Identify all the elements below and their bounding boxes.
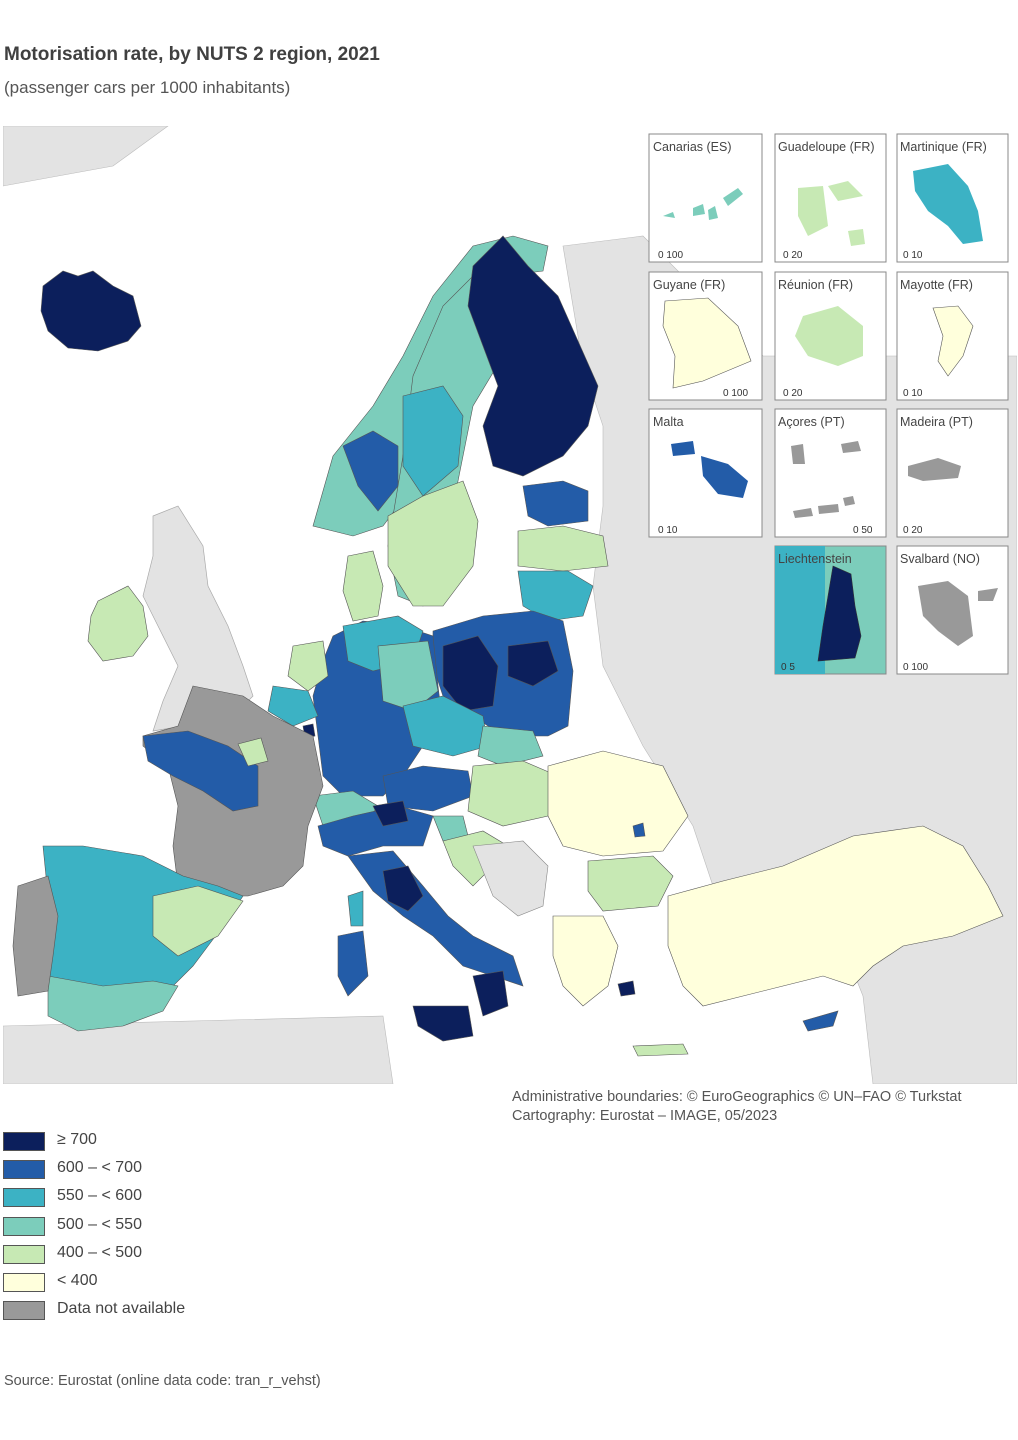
region-latvia xyxy=(517,525,609,572)
map-title: Motorisation rate, by NUTS 2 region, 202… xyxy=(4,44,380,65)
region-romania-bucharest xyxy=(632,822,646,838)
region-netherlands xyxy=(287,640,329,692)
region-corsica xyxy=(347,890,364,927)
legend-swatch xyxy=(3,1244,45,1264)
inset-region-guyane xyxy=(662,297,752,389)
region-spain-south xyxy=(47,975,179,1032)
region-sardinia xyxy=(337,930,369,997)
inset-island-martinique xyxy=(913,164,983,244)
region-italy-north-core xyxy=(372,800,409,827)
region-turkey xyxy=(667,825,1004,1007)
scale-canarias: 0 100 xyxy=(658,250,683,261)
source-note: Source: Eurostat (online data code: tran… xyxy=(4,1373,321,1389)
legend-label: Data not available xyxy=(57,1300,186,1318)
inset-region-liechtenstein xyxy=(817,565,862,662)
inset-label-madeira: Madeira (PT) xyxy=(900,415,973,429)
inset-panel-acores xyxy=(774,408,887,538)
legend-swatch xyxy=(3,1188,45,1208)
region-poland-warsaw xyxy=(507,640,559,687)
region-estonia xyxy=(522,480,589,527)
scale-svalbard: 0 100 xyxy=(903,662,928,673)
legend-swatch xyxy=(3,1216,45,1236)
inset-label-acores: Açores (PT) xyxy=(778,415,845,429)
inset-islands-svalbard xyxy=(918,581,998,646)
choropleth-map: Canarias (ES) Guadeloupe (FR) Martinique… xyxy=(3,126,1017,1084)
legend-label: 550 – < 600 xyxy=(57,1187,142,1205)
region-denmark xyxy=(342,550,384,622)
region-romania xyxy=(547,750,689,857)
inset-islands-acores xyxy=(791,441,861,518)
credits-boundaries: Administrative boundaries: © EuroGeograp… xyxy=(512,1089,962,1105)
scale-reunion: 0 20 xyxy=(783,388,803,399)
region-greece xyxy=(552,915,619,1007)
inset-label-guyane: Guyane (FR) xyxy=(653,278,725,292)
legend-label: 500 – < 550 xyxy=(57,1215,142,1233)
region-france-idf xyxy=(237,737,269,767)
scale-mayotte: 0 10 xyxy=(903,388,923,399)
credits-cartography: Cartography: Eurostat – IMAGE, 05/2023 xyxy=(512,1108,778,1124)
region-italy-south xyxy=(472,970,509,1017)
inset-island-mayotte xyxy=(932,305,974,377)
legend-swatch xyxy=(3,1301,45,1321)
inset-liechtenstein-neighbour xyxy=(775,546,825,674)
region-finland xyxy=(467,235,599,477)
region-portugal xyxy=(12,875,59,997)
inset-island-guadeloupe xyxy=(798,181,865,246)
legend-label: < 400 xyxy=(57,1271,98,1289)
inset-island-canarias xyxy=(663,188,743,220)
legend-label: 600 – < 700 xyxy=(57,1159,142,1177)
balkans-non-eu xyxy=(472,840,549,917)
inset-label-reunion: Réunion (FR) xyxy=(778,278,853,292)
region-sweden-mid xyxy=(402,385,464,497)
scale-guyane: 0 100 xyxy=(723,388,748,399)
map-credits: Administrative boundaries: © EuroGeograp… xyxy=(512,1088,962,1126)
scale-liechtenstein: 0 5 xyxy=(781,662,795,673)
region-hungary xyxy=(467,760,559,827)
region-crete xyxy=(632,1043,689,1057)
inset-island-madeira xyxy=(908,458,961,481)
region-sweden-south xyxy=(387,480,479,607)
legend-label: ≥ 700 xyxy=(57,1131,97,1148)
insets-group: Canarias (ES) Guadeloupe (FR) Martinique… xyxy=(648,133,1009,675)
legend-swatch xyxy=(3,1132,45,1151)
legend-swatch xyxy=(3,1160,45,1180)
inset-label-guadeloupe: Guadeloupe (FR) xyxy=(778,140,875,154)
region-poland-core xyxy=(442,635,499,712)
region-cyprus xyxy=(802,1010,839,1032)
legend-swatch xyxy=(3,1272,45,1292)
inset-label-svalbard: Svalbard (NO) xyxy=(900,552,980,566)
inset-label-canarias: Canarias (ES) xyxy=(653,140,732,154)
region-sicily xyxy=(412,1005,474,1042)
inset-panel-guadeloupe xyxy=(774,133,887,263)
inset-label-martinique: Martinique (FR) xyxy=(900,140,987,154)
scale-madeira: 0 20 xyxy=(903,525,923,536)
legend-label: 400 – < 500 xyxy=(57,1243,142,1261)
scale-malta: 0 10 xyxy=(658,525,678,536)
region-ireland xyxy=(87,585,149,662)
region-france-north xyxy=(142,730,259,812)
scale-guadeloupe: 0 20 xyxy=(783,250,803,261)
region-bulgaria xyxy=(587,855,674,912)
inset-panel-canarias xyxy=(648,133,763,263)
inset-island-malta xyxy=(671,441,748,498)
map-subtitle: (passenger cars per 1000 inhabitants) xyxy=(4,78,291,97)
inset-island-reunion xyxy=(795,306,863,366)
region-greece-attica xyxy=(617,980,636,997)
inset-label-liechtenstein: Liechtenstein xyxy=(778,552,852,566)
region-italy-lazio xyxy=(382,865,424,912)
inset-label-malta: Malta xyxy=(653,415,684,429)
region-iceland xyxy=(40,270,142,352)
region-belgium xyxy=(267,685,319,727)
region-spain-east xyxy=(152,885,244,957)
region-lithuania xyxy=(517,570,594,622)
scale-martinique: 0 10 xyxy=(903,250,923,261)
scale-acores: 0 50 xyxy=(853,525,873,536)
inset-label-mayotte: Mayotte (FR) xyxy=(900,278,973,292)
